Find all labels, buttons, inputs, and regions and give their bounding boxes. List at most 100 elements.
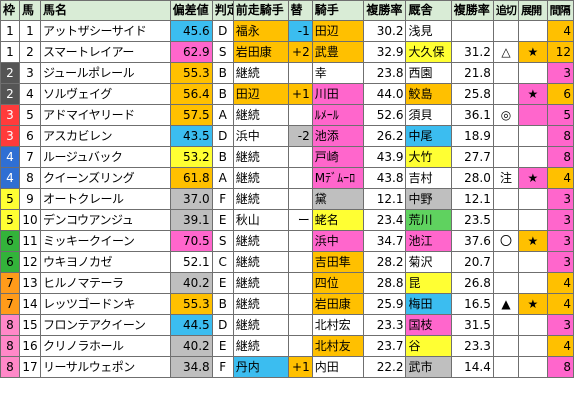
uma-cell: 16 <box>18 335 42 357</box>
table-row: 8 16 クリノラホール 40.2 E 継続 北村友 23.7 谷 23.3 4 <box>0 335 574 357</box>
score-cell: 62.9 <box>169 41 213 63</box>
score-cell: 61.8 <box>169 167 213 189</box>
table-row: 4 8 クイーンズリング 61.8 A 継続 Mﾃﾞﾑｰﾛ 43.8 吉村 28.0 注 ★ 4 <box>0 167 574 189</box>
stable-rate-cell: 28.0 <box>450 167 494 189</box>
change-cell: -2 <box>287 125 313 147</box>
oikiri-cell <box>492 20 520 42</box>
jockey-rate-cell: 25.9 <box>363 293 407 315</box>
grade-cell: E <box>211 209 234 231</box>
header-jockey-rate: 複勝率 <box>363 0 407 21</box>
table-row: 6 12 ウキヨノカゼ 52.1 C 継続 吉田隼 28.2 菊沢 20.7 3 <box>0 251 574 273</box>
tenkai-cell <box>518 104 548 126</box>
grade-cell: C <box>211 251 234 273</box>
tenkai-cell <box>518 272 548 294</box>
tenkai-cell: ★ <box>518 293 548 315</box>
horse-name: ソルヴェイグ <box>40 83 171 105</box>
stable-rate-cell: 18.9 <box>450 125 494 147</box>
header-score: 偏差値 <box>169 0 213 21</box>
grade-cell: E <box>211 272 234 294</box>
jockey-cell: 吉田隼 <box>311 251 365 273</box>
tenkai-cell: ★ <box>518 230 548 252</box>
tenkai-cell <box>518 62 548 84</box>
jockey-cell: 池添 <box>311 125 365 147</box>
waku-cell: 7 <box>0 272 20 294</box>
table-row: 8 17 リーサルウェポン 34.8 F 丹内 +1 内田 22.2 武市 14.4 8 <box>0 356 574 378</box>
horse-name: デンコウアンジュ <box>40 209 171 231</box>
change-cell: -1 <box>287 20 313 42</box>
header-tenkai: 展開 <box>518 0 548 21</box>
interval-cell: 8 <box>546 125 574 147</box>
horse-name: ウキヨノカゼ <box>40 251 171 273</box>
stable-cell: 梅田 <box>405 293 452 315</box>
race-table: 枠 馬 馬名 偏差値 判定 前走騎手 替 騎手 複勝率 厩舎 複勝率 追切 展開… <box>0 0 574 378</box>
jockey-rate-cell: 12.1 <box>363 188 407 210</box>
score-cell: 39.1 <box>169 209 213 231</box>
tenkai-cell <box>518 188 548 210</box>
header-oikiri: 追切 <box>492 0 520 21</box>
table-row: 5 9 オートクレール 37.0 F 継続黛 12.1 中野 12.1 3 <box>0 188 574 210</box>
prev-jockey-cell: 継続 <box>232 272 289 294</box>
jockey-cell: 黛 <box>311 188 365 210</box>
jockey-cell: ﾙﾒｰﾙ <box>311 104 365 126</box>
prev-jockey-cell: 丹内 <box>232 356 289 378</box>
oikiri-cell <box>492 146 520 168</box>
interval-cell: 3 <box>546 230 574 252</box>
tenkai-cell <box>518 356 548 378</box>
horse-name: リーサルウェポン <box>40 356 171 378</box>
header-grade: 判定 <box>211 0 234 21</box>
jockey-rate-cell: 43.9 <box>363 146 407 168</box>
interval-cell: 4 <box>546 335 574 357</box>
horse-name: レッツゴードンキ <box>40 293 171 315</box>
jockey-rate-cell: 23.7 <box>363 335 407 357</box>
interval-cell: 5 <box>546 104 574 126</box>
stable-cell: 須貝 <box>405 104 452 126</box>
score-cell: 40.2 <box>169 272 213 294</box>
uma-cell: 2 <box>18 41 42 63</box>
table-row: 7 13 ヒルノマテーラ 40.2 E 継続 四位 28.8 昆 26.8 4 <box>0 272 574 294</box>
jockey-cell: 北村宏 <box>311 314 365 336</box>
change-cell <box>287 230 313 252</box>
score-cell: 45.6 <box>169 20 213 42</box>
change-cell <box>287 251 313 273</box>
waku-cell: 6 <box>0 230 20 252</box>
uma-cell: 13 <box>18 272 42 294</box>
horse-name: アスカビレン <box>40 125 171 147</box>
horse-name: クイーンズリング <box>40 167 171 189</box>
waku-cell: 5 <box>0 188 20 210</box>
stable-rate-cell <box>450 20 494 42</box>
uma-cell: 10 <box>18 209 42 231</box>
tenkai-cell <box>518 20 548 42</box>
interval-cell: 4 <box>546 272 574 294</box>
oikiri-cell: △ <box>492 41 520 63</box>
stable-cell: 武市 <box>405 356 452 378</box>
tenkai-cell <box>518 251 548 273</box>
change-cell <box>287 188 313 210</box>
waku-cell: 8 <box>0 335 20 357</box>
grade-cell: F <box>211 356 234 378</box>
jockey-rate-cell: 44.0 <box>363 83 407 105</box>
stable-rate-cell: 23.3 <box>450 335 494 357</box>
change-cell <box>287 62 313 84</box>
stable-rate-cell: 25.8 <box>450 83 494 105</box>
change-cell <box>287 167 313 189</box>
jockey-rate-cell: 23.4 <box>363 209 407 231</box>
tenkai-cell <box>518 209 548 231</box>
prev-jockey-cell: 継続 <box>232 230 289 252</box>
tenkai-cell <box>518 314 548 336</box>
grade-cell: E <box>211 335 234 357</box>
grade-cell: D <box>211 20 234 42</box>
waku-cell: 4 <box>0 146 20 168</box>
tenkai-cell <box>518 125 548 147</box>
table-row: 2 3 ジュールポレール 55.3 B 継続幸 23.8 西園 21.8 3 <box>0 62 574 84</box>
waku-cell: 7 <box>0 293 20 315</box>
table-row: 3 5 アドマイヤリード 57.5 A 継続 ﾙﾒｰﾙ 52.6 須貝 36.1 ◎ 5 <box>0 104 574 126</box>
change-cell: +1 <box>287 83 313 105</box>
change-cell: +2 <box>287 41 313 63</box>
table-row: 8 15 フロンテアクイーン 44.5 D 継続 北村宏 23.3 国枝 31.5 3 <box>0 314 574 336</box>
jockey-cell: 北村友 <box>311 335 365 357</box>
stable-cell: 西園 <box>405 62 452 84</box>
oikiri-cell: 注 <box>492 167 520 189</box>
waku-cell: 8 <box>0 356 20 378</box>
oikiri-cell <box>492 125 520 147</box>
interval-cell: 3 <box>546 62 574 84</box>
